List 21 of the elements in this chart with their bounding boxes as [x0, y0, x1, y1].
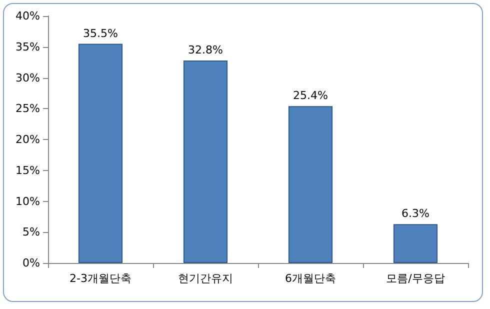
x-tick-label: 6개월단축 [285, 272, 336, 285]
x-tick-label: 현기간유지 [178, 272, 233, 285]
data-label: 25.4% [293, 89, 328, 102]
y-tick-label: 35% [16, 40, 40, 54]
x-tick-label: 2-3개월단축 [70, 272, 132, 285]
bar [393, 224, 438, 263]
y-tick-label: 5% [22, 226, 40, 239]
y-tick-label: 15% [16, 164, 40, 177]
y-tick-label: 20% [16, 133, 40, 146]
y-tick-label: 30% [16, 71, 40, 84]
x-tick-label: 모름/무응답 [386, 272, 445, 285]
bar [183, 60, 228, 263]
bar [288, 106, 333, 263]
data-label: 6.3% [402, 207, 430, 220]
y-tick-label: 0% [22, 256, 40, 270]
y-tick-label: 10% [16, 194, 40, 208]
data-label: 32.8% [188, 43, 223, 56]
bar [78, 44, 123, 263]
data-label: 35.5% [83, 26, 118, 40]
y-tick-label: 40% [16, 10, 40, 22]
y-tick-label: 25% [16, 102, 40, 116]
